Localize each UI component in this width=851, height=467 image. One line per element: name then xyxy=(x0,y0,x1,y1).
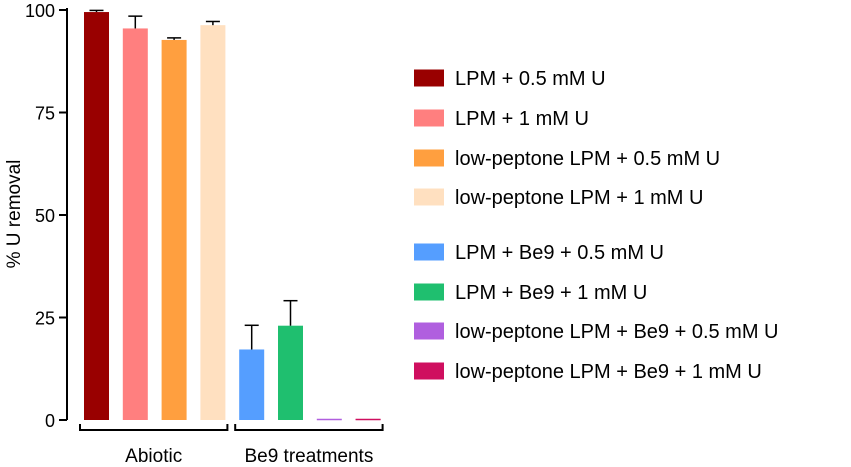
error-bars xyxy=(89,9,298,350)
group-brackets: Abiotic Be9 treatments xyxy=(79,424,384,467)
group-bracket xyxy=(234,424,384,431)
y-tick-label: 50 xyxy=(35,206,55,226)
legend-swatch xyxy=(414,322,444,340)
bars xyxy=(84,12,381,421)
legend-label: LPM + 0.5 mM U xyxy=(455,68,606,90)
bar xyxy=(122,28,148,420)
y-tick-label: 75 xyxy=(35,104,55,124)
bar xyxy=(200,25,226,420)
bar xyxy=(84,12,109,421)
legend-label: LPM + Be9 + 0.5 mM U xyxy=(455,242,664,264)
group-label: Be9 treatments xyxy=(244,446,373,467)
legend-swatch xyxy=(414,149,444,167)
legend-swatch xyxy=(414,362,444,380)
legend-label: LPM + 1 mM U xyxy=(455,108,589,130)
legend-label: low-peptone LPM + 0.5 mM U xyxy=(455,148,720,170)
y-axis: 0 25 50 75 100 xyxy=(25,1,67,431)
y-axis-label: % U removal xyxy=(4,160,25,269)
legend-label: low-peptone LPM + Be9 + 1 mM U xyxy=(455,361,762,383)
legend-swatch xyxy=(414,69,444,87)
legend: LPM + 0.5 mM U LPM + 1 mM U low-peptone LP… xyxy=(414,68,779,383)
group-label: Abiotic xyxy=(125,446,182,467)
y-tick-label: 100 xyxy=(25,1,55,21)
bar xyxy=(278,325,303,420)
legend-swatch xyxy=(414,283,444,301)
legend-label: low-peptone LPM + Be9 + 0.5 mM U xyxy=(455,321,779,343)
legend-label: LPM + Be9 + 1 mM U xyxy=(455,282,647,304)
legend-swatch xyxy=(414,243,444,261)
y-tick-label: 25 xyxy=(35,309,55,329)
group-bracket xyxy=(79,424,229,431)
legend-swatch xyxy=(414,109,444,127)
legend-label: low-peptone LPM + 1 mM U xyxy=(455,187,703,209)
y-tick-label: 0 xyxy=(45,411,55,431)
bar xyxy=(161,39,187,421)
bar xyxy=(239,349,265,420)
legend-swatch xyxy=(414,188,444,206)
